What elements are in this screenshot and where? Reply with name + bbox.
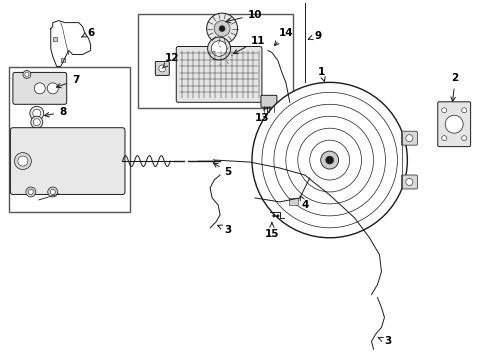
Text: 4: 4 bbox=[300, 196, 308, 210]
Circle shape bbox=[320, 151, 338, 169]
Circle shape bbox=[33, 119, 40, 126]
Text: 9: 9 bbox=[307, 31, 321, 41]
Text: 13: 13 bbox=[254, 107, 268, 123]
FancyBboxPatch shape bbox=[401, 131, 416, 145]
Circle shape bbox=[405, 135, 412, 141]
FancyBboxPatch shape bbox=[401, 175, 416, 189]
Circle shape bbox=[461, 136, 466, 141]
Bar bbox=[53, 37, 57, 41]
Circle shape bbox=[214, 21, 229, 37]
Bar bbox=[138, 14, 292, 108]
Circle shape bbox=[25, 72, 29, 76]
Circle shape bbox=[47, 83, 58, 94]
Text: 14: 14 bbox=[274, 28, 292, 46]
Circle shape bbox=[26, 187, 36, 197]
Circle shape bbox=[23, 71, 31, 78]
Circle shape bbox=[441, 108, 446, 113]
Text: 10: 10 bbox=[225, 10, 262, 23]
Circle shape bbox=[206, 13, 237, 44]
FancyBboxPatch shape bbox=[13, 72, 66, 104]
Circle shape bbox=[31, 116, 42, 128]
Circle shape bbox=[48, 187, 58, 197]
Circle shape bbox=[272, 214, 275, 217]
FancyBboxPatch shape bbox=[289, 198, 298, 206]
Text: 15: 15 bbox=[264, 223, 279, 239]
Circle shape bbox=[30, 106, 44, 120]
FancyBboxPatch shape bbox=[437, 102, 469, 147]
Circle shape bbox=[34, 83, 45, 94]
Text: 6: 6 bbox=[81, 28, 94, 37]
FancyBboxPatch shape bbox=[155, 62, 169, 75]
Circle shape bbox=[441, 136, 446, 141]
Circle shape bbox=[159, 65, 165, 72]
Circle shape bbox=[325, 156, 333, 164]
Text: 2: 2 bbox=[450, 73, 458, 102]
Text: 3: 3 bbox=[217, 225, 231, 235]
Text: 8: 8 bbox=[44, 107, 66, 117]
FancyBboxPatch shape bbox=[10, 128, 125, 194]
Circle shape bbox=[215, 49, 228, 62]
Circle shape bbox=[14, 153, 31, 170]
Circle shape bbox=[207, 37, 230, 60]
FancyBboxPatch shape bbox=[261, 95, 276, 107]
Circle shape bbox=[276, 214, 279, 217]
Bar bbox=[9, 67, 130, 212]
Text: 11: 11 bbox=[233, 36, 264, 54]
Circle shape bbox=[28, 189, 33, 194]
Text: 3: 3 bbox=[377, 336, 390, 346]
Circle shape bbox=[211, 41, 226, 56]
Circle shape bbox=[461, 108, 466, 113]
Text: 7: 7 bbox=[56, 75, 79, 88]
Circle shape bbox=[33, 109, 41, 117]
Text: 1: 1 bbox=[317, 67, 325, 81]
Circle shape bbox=[212, 45, 232, 66]
Circle shape bbox=[18, 156, 28, 166]
Circle shape bbox=[444, 115, 462, 133]
Text: 12: 12 bbox=[162, 54, 179, 68]
FancyBboxPatch shape bbox=[176, 46, 262, 102]
Text: 5: 5 bbox=[213, 163, 231, 177]
Bar bbox=[61, 58, 64, 62]
Circle shape bbox=[50, 189, 55, 194]
Circle shape bbox=[219, 26, 224, 32]
Circle shape bbox=[405, 179, 412, 185]
Circle shape bbox=[251, 82, 407, 238]
